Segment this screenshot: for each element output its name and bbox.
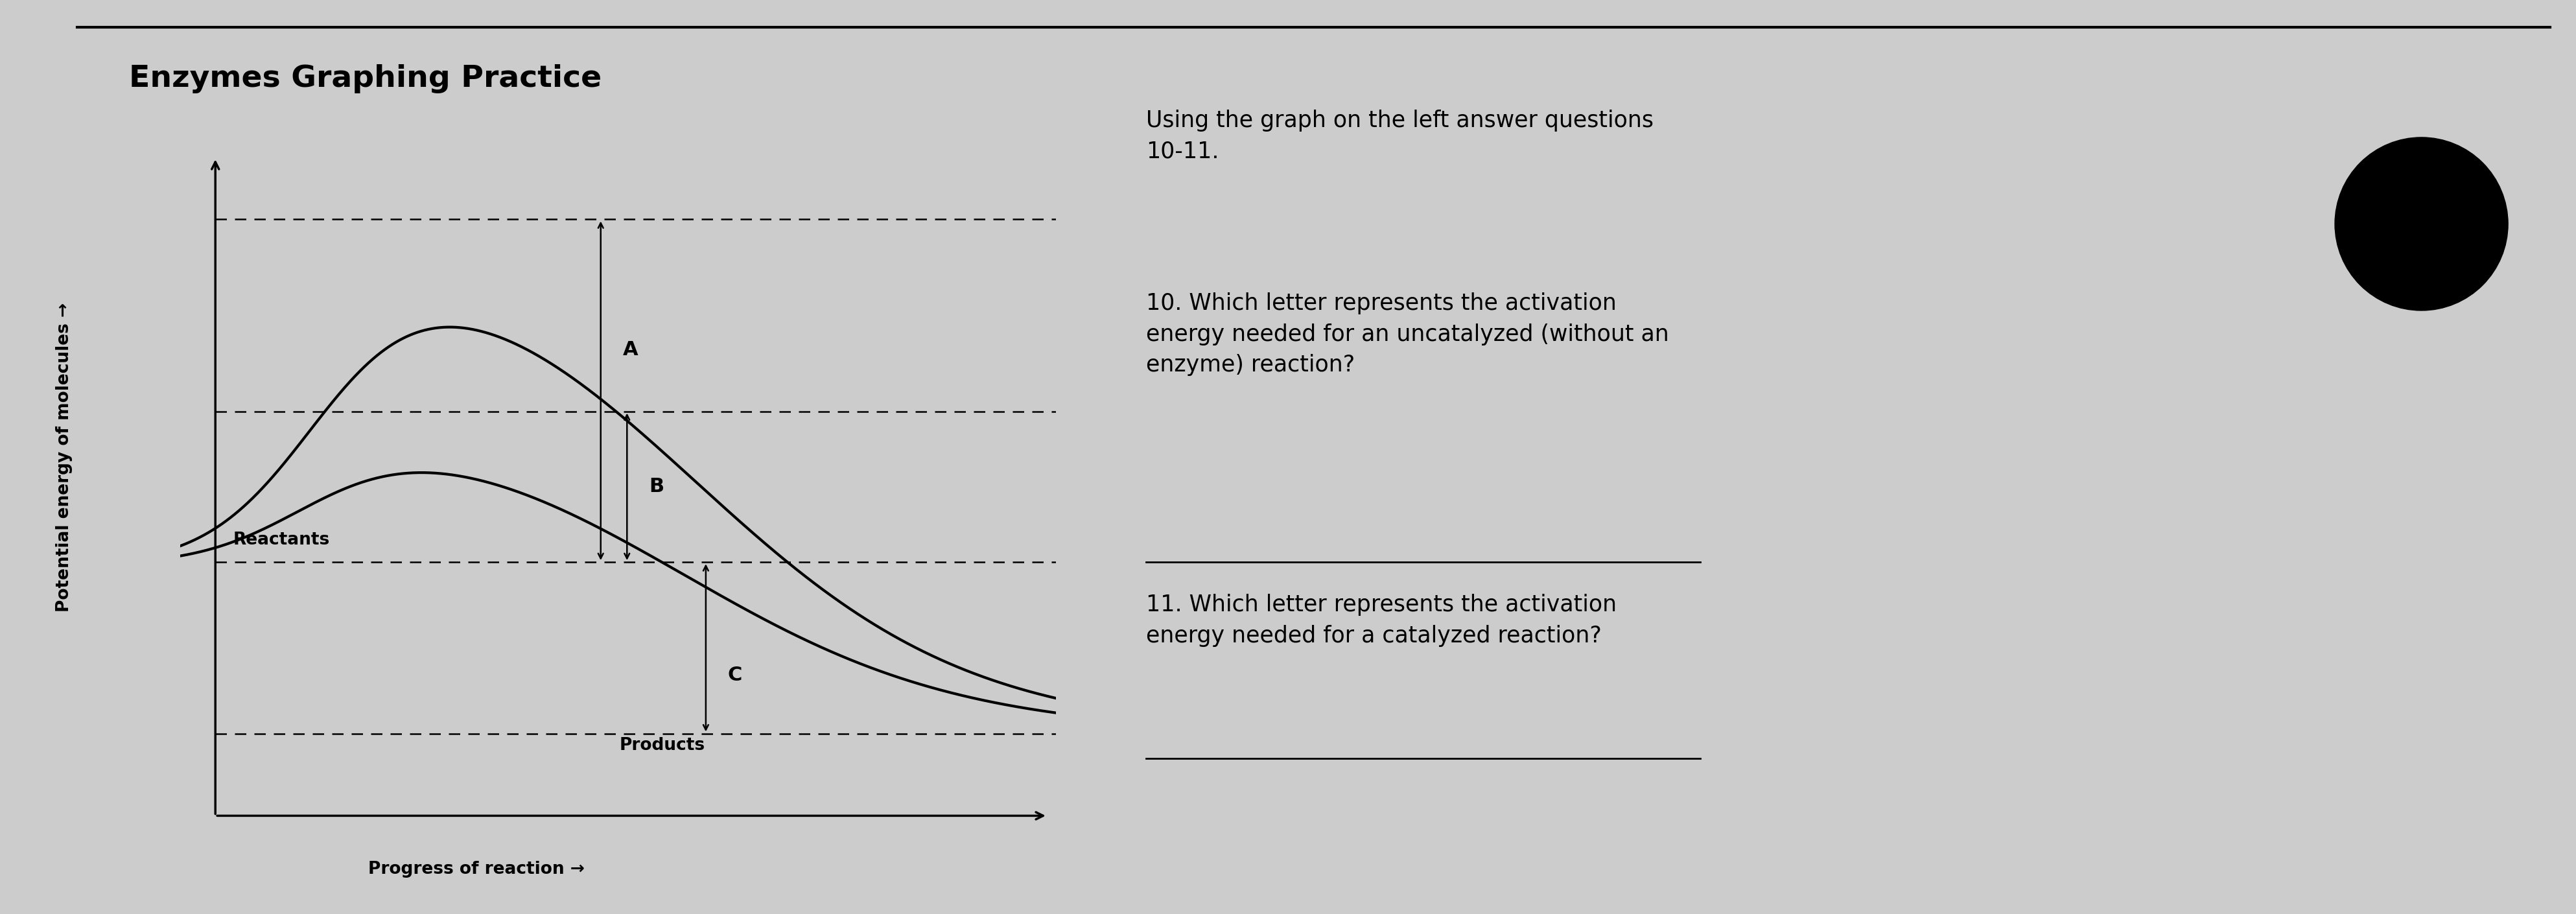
Text: B: B — [649, 477, 665, 496]
Text: Potential energy of molecules →: Potential energy of molecules → — [57, 303, 72, 611]
Text: Progress of reaction →: Progress of reaction → — [368, 861, 585, 877]
Text: Using the graph on the left answer questions
10-11.: Using the graph on the left answer quest… — [1146, 110, 1654, 163]
Text: A: A — [623, 340, 639, 359]
Text: Products: Products — [618, 737, 706, 754]
Text: Reactants: Reactants — [232, 532, 330, 548]
Text: 10. Which letter represents the activation
energy needed for an uncatalyzed (wit: 10. Which letter represents the activati… — [1146, 292, 1669, 376]
Text: Enzymes Graphing Practice: Enzymes Graphing Practice — [129, 64, 600, 93]
Text: C: C — [726, 665, 742, 685]
Text: 11. Which letter represents the activation
energy needed for a catalyzed reactio: 11. Which letter represents the activati… — [1146, 594, 1618, 647]
Circle shape — [2334, 137, 2509, 311]
